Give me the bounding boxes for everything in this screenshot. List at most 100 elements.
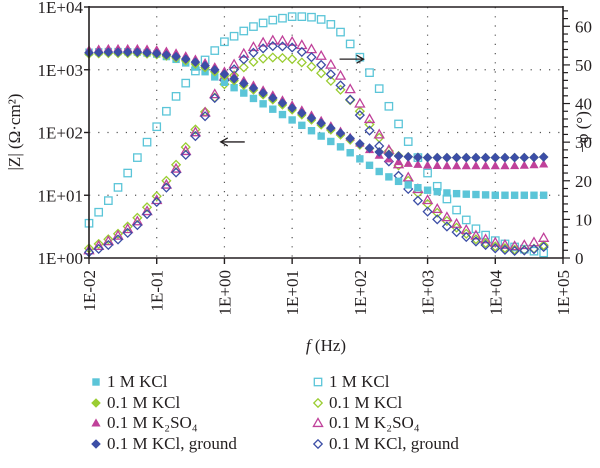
data-point [287,12,297,22]
y-left-tick-label: 1E+03 [38,61,83,80]
data-point [539,191,548,199]
data-point [510,191,519,199]
data-point [519,160,529,169]
legend-marker [91,418,101,427]
legend-label: 0.1 M KCl, ground [329,433,459,453]
data-point [423,186,432,194]
data-point [123,168,133,178]
series-0-1-m-kcl-impedance [84,48,549,163]
data-point [441,215,453,227]
data-point [481,191,490,199]
data-point [404,181,412,189]
y-right-tick-label: 40 [575,95,592,114]
data-point [356,155,364,163]
data-point [393,151,404,161]
data-point [307,12,316,22]
data-point [461,231,472,243]
data-point [442,152,452,163]
data-point [267,93,278,103]
data-point [103,196,113,205]
data-point [142,137,152,147]
data-point [461,161,471,170]
data-point [499,238,511,249]
data-point [230,83,238,92]
data-point [480,237,491,249]
data-point [267,41,278,52]
legend-label: 1 M KCl [107,372,168,391]
data-point [269,105,277,113]
data-point [170,167,182,178]
data-point [529,152,539,163]
y-right-tick-label: 20 [575,172,592,191]
data-point [500,161,510,170]
data-point [509,245,520,257]
legend-label: 0.1 M K₂SO₄ [107,413,198,432]
x-axis-title: f (Hz) [306,336,346,355]
data-point [490,243,501,254]
data-point [462,190,470,198]
data-point [142,47,152,58]
data-point [481,161,491,170]
diamond-open-marker-icon [312,397,324,408]
data-point [103,239,114,251]
data-point [500,152,510,163]
data-point [325,75,336,87]
data-point [316,118,326,128]
data-point [451,222,462,233]
data-point [277,98,288,108]
data-point [422,152,433,163]
diamond-open-marker-icon [312,438,324,449]
data-point [345,39,355,49]
series-0-1-m-kcl-phase [83,52,549,256]
data-point [240,89,248,97]
data-point [316,59,327,71]
x-tick-label: 1E+03 [419,270,438,315]
legend-marker [312,417,324,428]
x-tick-label: 1E+01 [283,270,302,315]
data-point [491,191,499,199]
data-point [94,207,104,217]
data-point [479,233,492,244]
legend-item: 1 M KCl [310,372,389,392]
data-point [112,234,124,245]
data-point [209,88,221,99]
data-point [181,78,191,88]
diamond-filled-marker-icon [91,397,101,408]
data-point [422,160,433,169]
data-point [132,212,143,223]
data-point [414,184,422,192]
data-point [211,73,219,81]
data-marks [83,12,550,258]
data-point [461,152,472,163]
data-point [287,103,297,113]
data-point [296,46,307,58]
data-point [180,145,192,156]
data-point [490,152,501,163]
data-point [470,234,482,245]
data-point [190,57,201,67]
series-0-1-m-k2so4-impedance [84,43,549,170]
data-point [519,152,530,163]
annotations [219,54,365,147]
data-point [461,228,472,239]
data-point [489,236,502,247]
data-point [229,31,239,41]
data-point [441,211,453,222]
data-point [461,215,471,225]
data-point [287,42,298,53]
data-point [162,106,171,116]
y-left-tick-label: 1E+00 [38,249,83,268]
data-point [539,159,549,168]
legend-item: 0.1 M KCl, ground [310,434,459,454]
data-point [364,119,375,130]
data-point [519,245,530,256]
data-point [403,137,413,146]
data-point [365,161,374,170]
series-1-m-kcl-impedance [85,47,548,199]
legend-marker [92,378,100,386]
data-point [509,244,520,255]
data-point [305,43,318,54]
data-point [199,111,211,122]
data-point [423,168,432,178]
data-point [442,161,452,170]
